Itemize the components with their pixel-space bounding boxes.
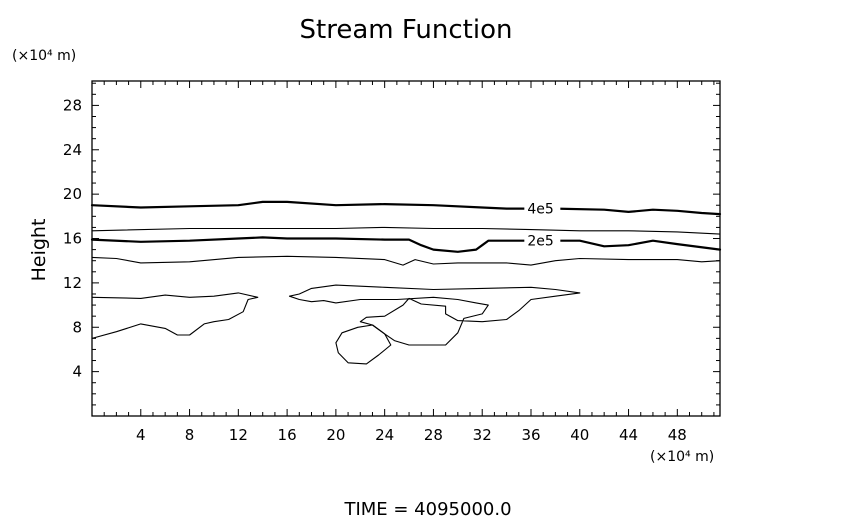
contour-label-background — [524, 231, 561, 248]
x-tick-label: 48 — [668, 426, 687, 444]
contour-label: 2e5 — [527, 234, 553, 250]
contour-label-background — [524, 199, 561, 216]
x-tick-label: 12 — [229, 426, 248, 444]
chart-title: Stream Function — [300, 15, 513, 45]
y-tick-label: 20 — [63, 185, 82, 203]
contour-line — [288, 284, 581, 346]
y-axis-label: Height — [28, 219, 50, 282]
contour-label: 4e5 — [527, 202, 553, 218]
x-tick-label: 20 — [326, 426, 345, 444]
contour-line-2e5 — [90, 236, 722, 253]
x-tick-label: 28 — [424, 426, 443, 444]
x-tick-label: 24 — [375, 426, 394, 444]
x-axis-unit: (×10⁴ m) — [650, 449, 714, 465]
contour-line-4e5 — [90, 200, 722, 216]
plot-frame — [91, 80, 721, 417]
x-tick-label: 32 — [473, 426, 492, 444]
y-tick-label: 4 — [72, 363, 82, 381]
y-tick-label: 12 — [63, 274, 82, 292]
time-footer: TIME = 4095000.0 — [343, 499, 511, 519]
contour-line — [91, 226, 721, 235]
contour-lines — [90, 200, 722, 365]
x-tick-label: 16 — [278, 426, 297, 444]
x-tick-label: 8 — [185, 426, 195, 444]
y-axis-unit: (×10⁴ m) — [12, 48, 76, 64]
x-tick-label: 4 — [136, 426, 146, 444]
x-tick-label: 44 — [619, 426, 638, 444]
contour-line — [91, 292, 259, 339]
y-tick-label: 16 — [63, 230, 82, 248]
x-tick-label: 40 — [570, 426, 589, 444]
contour-labels: 4e5 2e5 — [524, 199, 561, 250]
y-tick-label: 28 — [63, 96, 82, 114]
x-tick-label: 36 — [521, 426, 540, 444]
contour-line — [91, 255, 721, 266]
y-tick-label: 24 — [63, 141, 82, 159]
y-tick-label: 8 — [72, 318, 82, 336]
contour-line — [335, 324, 392, 365]
